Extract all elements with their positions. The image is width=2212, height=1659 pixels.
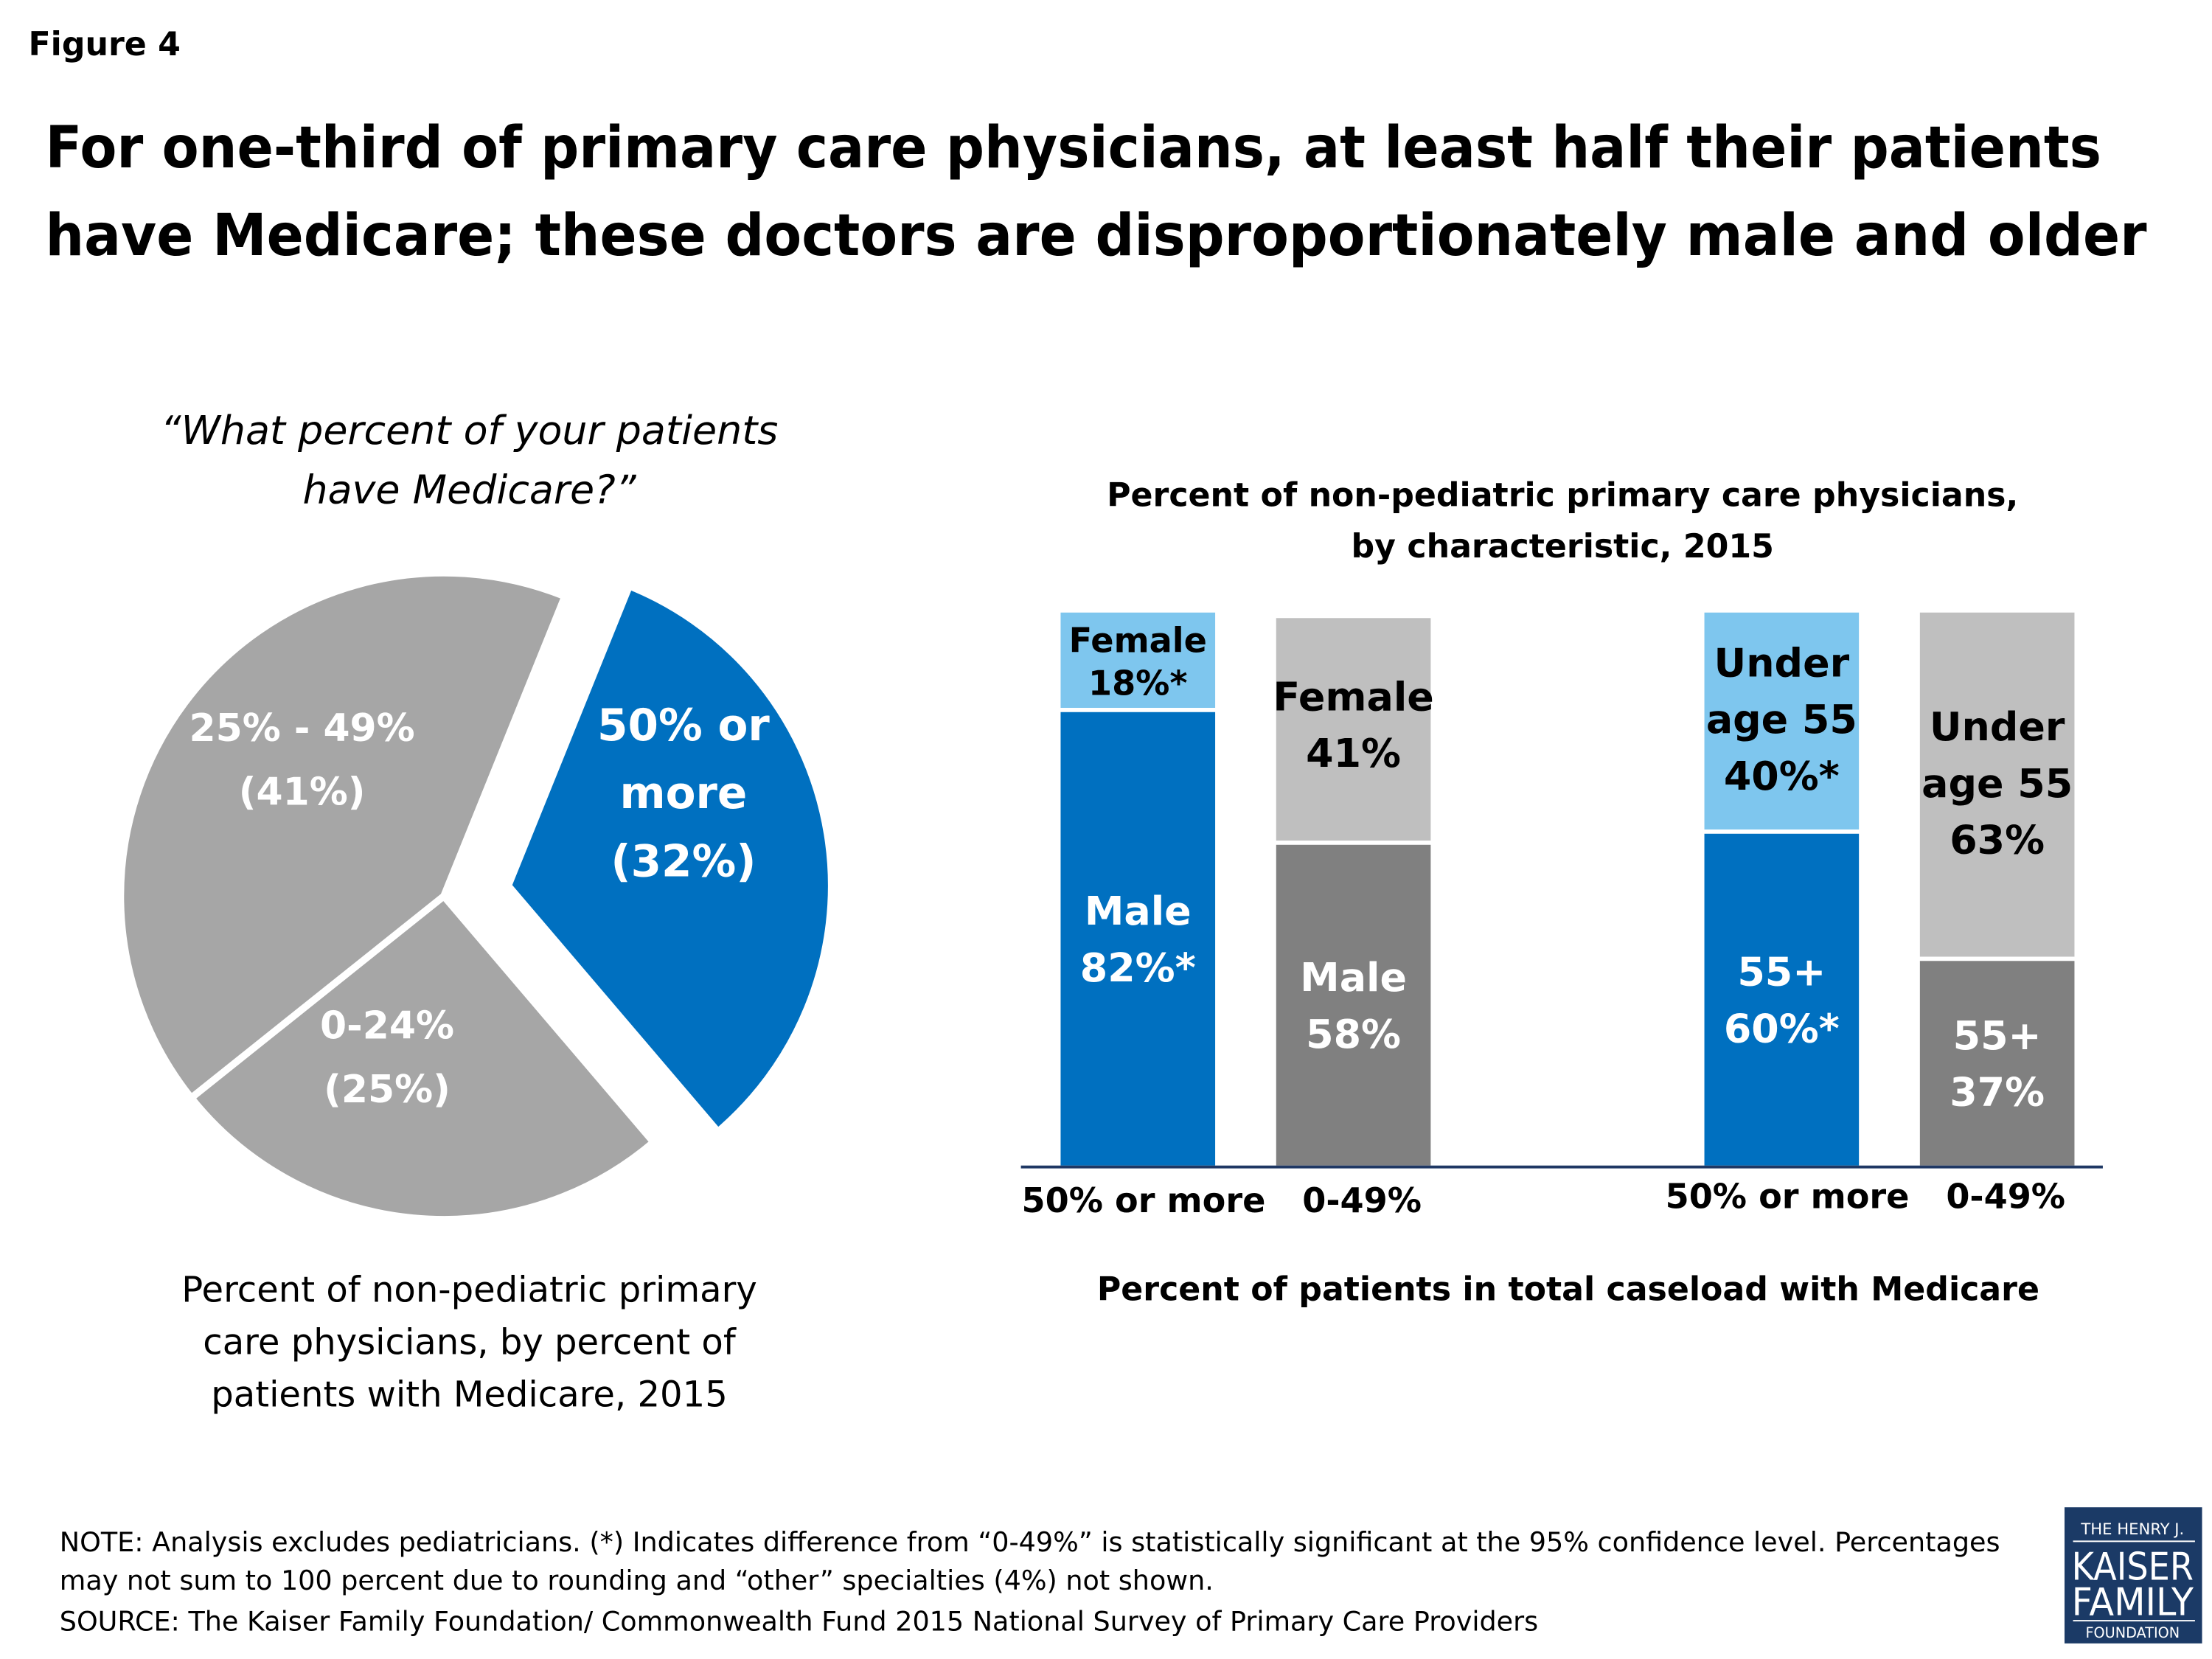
x-tick-labels: 50% or more 0-49% 50% or more 0-49% [1022, 1176, 2066, 1220]
bar-segment-label: age 55 [1706, 696, 1857, 742]
x-axis-label: Percent of patients in total caseload wi… [1097, 1270, 2039, 1308]
bar-segment [1276, 618, 1431, 841]
page-title-line-2: have Medicare; these doctors are disprop… [46, 201, 2147, 269]
bar-segment-label: 18%* [1088, 663, 1188, 703]
bar-segment-label: 63% [1950, 817, 2045, 863]
pie-slice [116, 569, 570, 1103]
pie-slice-label: (41%) [239, 770, 366, 814]
pie-slice-label: (32%) [611, 836, 756, 887]
kff-logo: THE HENRY J. KAISER FAMILY FOUNDATION [2065, 1507, 2202, 1644]
bar-segment [1060, 612, 1216, 708]
pie-question-line-1: “What percent of your patients [161, 407, 779, 453]
pie-labels: 50% or more (32%) 0-24% (25%) 25% - 49% (41%) [189, 700, 771, 1112]
bar-segment-label: 37% [1950, 1069, 2045, 1116]
bar-segment-label: Under [1930, 703, 2065, 750]
bar-segment-label: 55+ [1737, 949, 1826, 995]
bar-segment-label: 41% [1306, 730, 1401, 776]
bar-segment-label: 82%* [1080, 945, 1196, 991]
bar-segment-label: 60%* [1724, 1005, 1840, 1051]
x-tick-label: 0-49% [1302, 1180, 1422, 1220]
bar-segment-label: Female [1273, 673, 1433, 720]
bar-chart-title-line-2: by characteristic, 2015 [1352, 528, 1774, 566]
page-title-line-1: For one-third of primary care physicians… [46, 114, 2101, 181]
pie-slice-label: 50% or [597, 700, 770, 751]
pie-slice-label: 25% - 49% [189, 706, 415, 751]
bar-segment-label: Under [1714, 639, 1850, 686]
source-line: SOURCE: The Kaiser Family Foundation/ Co… [60, 1606, 1538, 1638]
bar-segment-label: Male [1300, 954, 1407, 1001]
bar-segment [1704, 833, 1860, 1166]
pie-chart [116, 569, 835, 1223]
svg-text:FOUNDATION: FOUNDATION [2085, 1624, 2180, 1641]
bar-segment-label: 40%* [1724, 753, 1840, 799]
pie-caption-line-1: Percent of non-pediatric primary [181, 1269, 757, 1310]
svg-text:KAISER: KAISER [2072, 1545, 2194, 1589]
bar-segment [1919, 612, 2075, 957]
bar-segment-label: Male [1085, 888, 1192, 934]
pie-slice-label: more [619, 768, 747, 819]
x-tick-label: 50% or more [1022, 1180, 1266, 1220]
bar-chart-title-line-1: Percent of non-pediatric primary care ph… [1107, 477, 2018, 515]
pie-slice-label: (25%) [324, 1068, 451, 1112]
pie-slice [186, 891, 659, 1223]
note-line-1: NOTE: Analysis excludes pediatricians. (… [60, 1526, 2000, 1558]
bar-segment-label: Female [1069, 621, 1207, 661]
bar-segment-label: age 55 [1921, 760, 2073, 807]
pie-slice [504, 581, 835, 1137]
x-tick-label: 0-49% [1946, 1176, 2065, 1216]
pie-question-line-2: have Medicare?” [302, 467, 636, 513]
svg-text:THE HENRY J.: THE HENRY J. [2080, 1520, 2184, 1538]
bar-segment [1919, 961, 2075, 1166]
x-tick-label: 50% or more [1666, 1176, 1910, 1216]
bar-segment [1276, 844, 1431, 1166]
pie-slice-label: 0-24% [320, 1004, 454, 1048]
note-line-2: may not sum to 100 percent due to roundi… [60, 1565, 1214, 1596]
stacked-bars: Male82%*Female18%*Male58%Female41%55+60%… [1060, 612, 2075, 1166]
pie-caption-line-3: patients with Medicare, 2015 [211, 1374, 728, 1416]
figure-label: Figure 4 [28, 26, 180, 63]
bar-segment [1060, 712, 1216, 1166]
pie-caption-line-2: care physicians, by percent of [203, 1322, 737, 1363]
bar-segment-label: 58% [1306, 1011, 1401, 1057]
bar-segment [1704, 612, 1860, 830]
svg-text:FAMILY: FAMILY [2072, 1580, 2194, 1624]
bar-segment-label: 55+ [1953, 1012, 2042, 1059]
